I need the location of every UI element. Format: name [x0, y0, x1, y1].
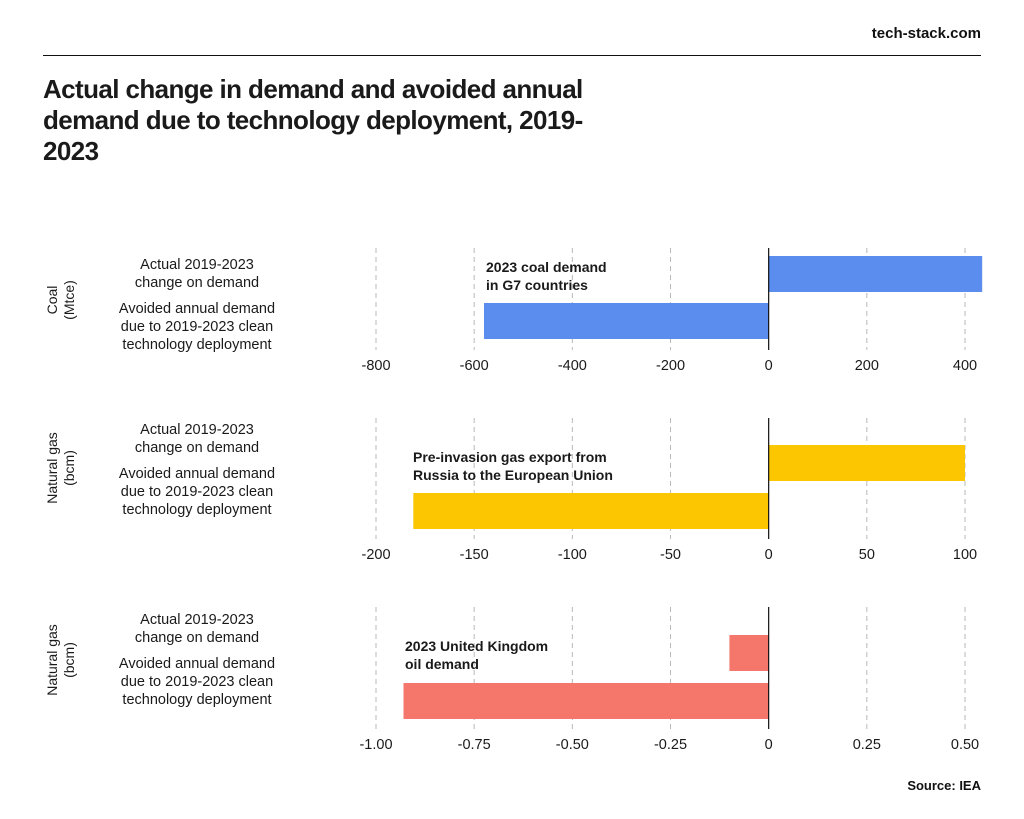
- tick-label: 50: [859, 547, 875, 563]
- tick-label: -200: [656, 358, 685, 374]
- bar-avoided-demand: [483, 303, 769, 339]
- header-divider: [43, 55, 981, 56]
- brand-name[interactable]: tech-stack.com: [871, 25, 981, 42]
- bar-actual-change: [729, 635, 769, 671]
- tick-label: 0: [765, 358, 773, 374]
- tick-label: -1.00: [359, 737, 392, 753]
- tick-label: -800: [361, 358, 390, 374]
- source-note: Source: IEA: [907, 778, 981, 793]
- tick-label: 400: [953, 358, 977, 374]
- tick-label: -0.50: [556, 737, 589, 753]
- tick-label: -0.75: [458, 737, 491, 753]
- annotation: 2023 coal demand in G7 countries: [486, 259, 607, 293]
- category-label-actual: Actual 2019-2023 change on demand: [134, 422, 260, 456]
- annotation: Pre-invasion gas export from Russia to th…: [413, 449, 613, 483]
- tick-label: -200: [361, 547, 390, 563]
- tick-label: -600: [460, 358, 489, 374]
- bar-avoided-demand: [413, 493, 769, 529]
- annotation: 2023 United Kingdom oil demand: [405, 638, 548, 672]
- category-label-avoided: Avoided annual demand due to 2019-2023 cl…: [118, 466, 276, 518]
- bar-actual-change: [768, 445, 965, 481]
- tick-label: 0: [765, 547, 773, 563]
- tick-label: 0.50: [951, 737, 979, 753]
- tick-label: 0.25: [853, 737, 881, 753]
- tick-label: -0.25: [654, 737, 687, 753]
- chart-panel-1: -800 -600 -400 -200 0 200 400 2023 coal demand i…: [361, 248, 983, 374]
- category-label-avoided: Avoided annual demand due to 2019-2023 cl…: [118, 656, 276, 708]
- tick-label: -50: [660, 547, 681, 563]
- bar-actual-change: [768, 256, 983, 292]
- tick-label: 0: [765, 737, 773, 753]
- tick-label: 200: [855, 358, 879, 374]
- tick-label: -400: [558, 358, 587, 374]
- category-label-avoided: Avoided annual demand due to 2019-2023 cl…: [118, 301, 276, 353]
- tick-label: -150: [460, 547, 489, 563]
- bar-avoided-demand: [403, 683, 769, 719]
- chart-panel-3: -1.00 -0.75 -0.50 -0.25 0 0.25 0.50 2023 United…: [359, 607, 979, 753]
- category-label-actual: Actual 2019-2023 change on demand: [134, 612, 260, 646]
- category-label-actual: Actual 2019-2023 change on demand: [134, 257, 260, 291]
- tick-label: -100: [558, 547, 587, 563]
- tick-label: 100: [953, 547, 977, 563]
- chart-title: Actual change in demand and avoided annu…: [43, 74, 583, 166]
- chart-panel-2: -200 -150 -100 -50 0 50 100 Pre-invasion gas ex…: [361, 418, 977, 563]
